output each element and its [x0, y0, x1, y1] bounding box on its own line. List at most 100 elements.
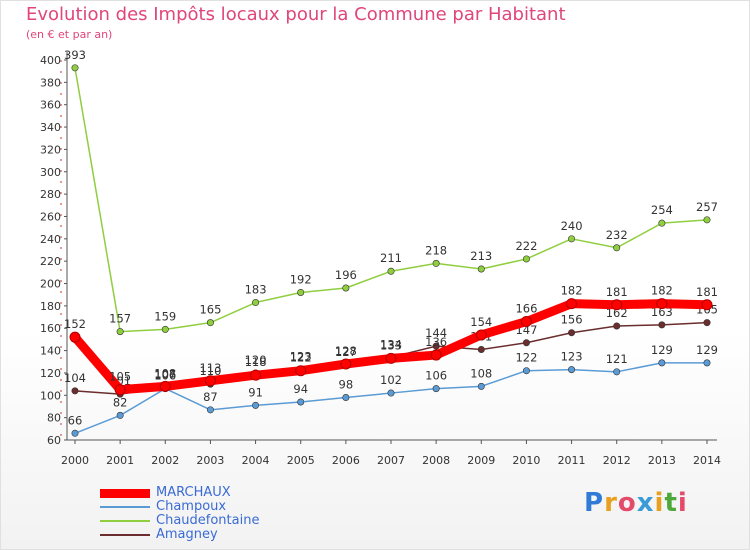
data-label-champoux: 123	[561, 350, 583, 364]
data-label-marchaux: 166	[515, 302, 537, 316]
data-label-champoux: 98	[339, 378, 354, 392]
data-point-amagney	[522, 339, 530, 347]
data-label-chaudefontaine: 196	[335, 268, 357, 282]
legend-label: MARCHAUX	[156, 485, 231, 500]
data-point-champoux	[297, 398, 305, 406]
data-point-champoux	[432, 385, 440, 393]
logo-letter: x	[636, 488, 655, 518]
data-point-amagney	[432, 342, 440, 350]
data-label-amagney: 163	[651, 305, 673, 319]
legend-swatch	[100, 506, 150, 508]
y-tick-label: 280	[40, 188, 61, 201]
data-label-champoux: 66	[68, 413, 83, 427]
data-point-champoux	[568, 366, 576, 374]
chart-legend: MARCHAUX Champoux Chaudefontaine Amagney	[100, 485, 360, 542]
data-label-amagney: 156	[561, 313, 583, 327]
data-point-marchaux	[566, 298, 578, 310]
y-tick-label: 260	[40, 210, 61, 223]
data-point-amagney	[568, 329, 576, 337]
data-label-chaudefontaine: 165	[199, 303, 221, 317]
y-tick-label: 80	[47, 412, 61, 425]
y-tick-label: 120	[40, 367, 61, 380]
data-point-marchaux	[250, 369, 262, 381]
data-point-marchaux	[385, 352, 397, 364]
data-point-champoux	[613, 368, 621, 376]
data-point-amagney	[71, 387, 79, 395]
data-label-marchaux: 118	[245, 355, 267, 369]
legend-swatch	[100, 520, 150, 522]
data-label-marchaux: 182	[561, 284, 583, 298]
data-point-chaudefontaine	[342, 284, 350, 292]
logo-letter: t	[664, 488, 678, 518]
data-label-marchaux: 113	[199, 361, 221, 375]
y-tick-label: 400	[40, 54, 61, 67]
legend-item-marchaux: MARCHAUX	[100, 485, 360, 500]
data-label-amagney: 162	[606, 306, 628, 320]
x-tick-label: 2007	[377, 454, 405, 467]
data-label-champoux: 121	[606, 352, 628, 366]
data-label-champoux: 106	[154, 369, 176, 383]
data-point-marchaux	[69, 331, 81, 343]
data-point-chaudefontaine	[206, 319, 214, 327]
y-tick-label: 60	[47, 434, 61, 447]
data-label-chaudefontaine: 257	[696, 200, 718, 214]
data-point-chaudefontaine	[71, 64, 79, 72]
data-label-champoux: 87	[203, 390, 218, 404]
y-tick-label: 300	[40, 166, 61, 179]
y-tick-label: 100	[40, 389, 61, 402]
y-tick-label: 180	[40, 300, 61, 313]
data-point-amagney	[613, 322, 621, 330]
legend-label: Amagney	[156, 527, 218, 542]
y-tick-label: 360	[40, 99, 61, 112]
data-label-chaudefontaine: 183	[245, 283, 267, 297]
data-label-champoux: 94	[293, 382, 308, 396]
data-label-marchaux: 108	[154, 366, 176, 380]
data-point-chaudefontaine	[568, 235, 576, 243]
data-point-champoux	[477, 382, 485, 390]
data-label-amagney: 123	[290, 350, 312, 364]
proxiti-logo: Proxiti	[584, 488, 688, 518]
data-label-chaudefontaine: 240	[561, 219, 583, 233]
y-tick-label: 380	[40, 76, 61, 89]
y-tick-label: 340	[40, 121, 61, 134]
data-label-amagney: 107	[154, 367, 176, 381]
data-label-champoux: 82	[113, 395, 128, 409]
data-label-amagney: 144	[425, 326, 447, 340]
data-label-champoux: 102	[380, 373, 402, 387]
data-point-chaudefontaine	[703, 216, 711, 224]
y-tick-label: 320	[40, 143, 61, 156]
data-point-chaudefontaine	[161, 325, 169, 333]
data-point-marchaux	[430, 349, 442, 361]
data-label-marchaux: 181	[696, 285, 718, 299]
data-label-chaudefontaine: 192	[290, 272, 312, 286]
data-label-chaudefontaine: 159	[154, 309, 176, 323]
data-label-champoux: 129	[696, 343, 718, 357]
x-tick-label: 2002	[151, 454, 179, 467]
legend-swatch	[100, 534, 150, 536]
data-point-chaudefontaine	[297, 288, 305, 296]
data-point-chaudefontaine	[387, 267, 395, 275]
data-label-chaudefontaine: 232	[606, 228, 628, 242]
data-point-champoux	[387, 389, 395, 397]
x-tick-label: 2009	[467, 454, 495, 467]
logo-letter: o	[617, 488, 637, 518]
data-point-chaudefontaine	[658, 219, 666, 227]
x-tick-label: 2010	[512, 454, 540, 467]
data-point-marchaux	[475, 329, 487, 341]
data-point-amagney	[658, 321, 666, 329]
x-tick-label: 2008	[422, 454, 450, 467]
data-label-marchaux: 105	[109, 370, 131, 384]
data-point-marchaux	[611, 299, 623, 311]
y-tick-label: 140	[40, 345, 61, 358]
data-label-marchaux: 154	[470, 315, 492, 329]
data-point-champoux	[206, 406, 214, 414]
page-subtitle: (en € et par an)	[26, 28, 113, 41]
legend-item-chaudefontaine: Chaudefontaine	[100, 513, 360, 528]
data-label-champoux: 108	[470, 366, 492, 380]
legend-swatch	[100, 489, 150, 498]
data-label-champoux: 129	[651, 343, 673, 357]
legend-item-amagney: Amagney	[100, 527, 360, 542]
data-point-marchaux	[295, 365, 307, 377]
data-point-marchaux	[656, 298, 668, 310]
